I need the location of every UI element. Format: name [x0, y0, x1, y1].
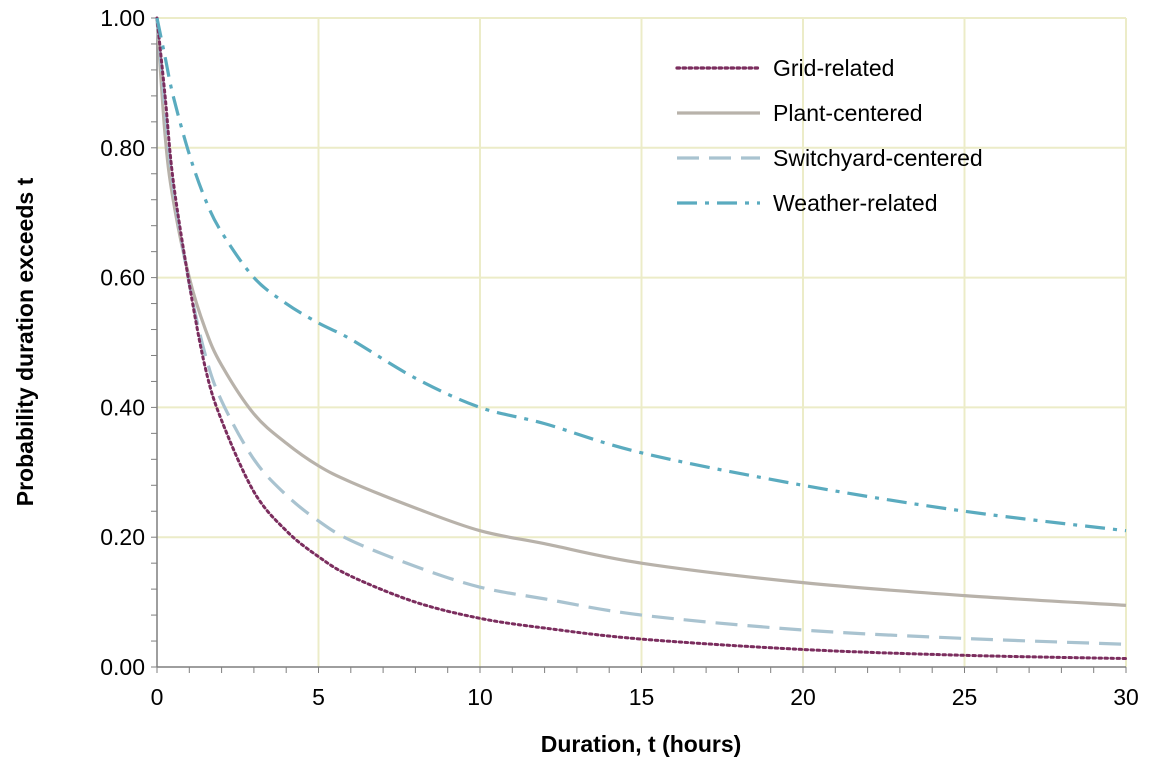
- gridlines: [157, 17, 1127, 667]
- x-tick-label: 20: [790, 684, 816, 710]
- x-tick-label: 25: [952, 684, 978, 710]
- series-line-grid-related: [155, 16, 1128, 661]
- legend-label-switchyard-centered: Switchyard-centered: [773, 145, 983, 171]
- y-tick-label: 0.00: [100, 654, 145, 680]
- x-tick-label: 30: [1113, 684, 1139, 710]
- legend: Grid-related Plant-centered Switchyard-cen…: [675, 55, 983, 216]
- y-axis-title: Probability duration exceeds t: [12, 177, 38, 506]
- legend-label-plant-centered: Plant-centered: [773, 100, 923, 126]
- y-tick-label: 0.20: [100, 524, 145, 550]
- x-tick-label: 0: [151, 684, 164, 710]
- y-tick-label: 0.60: [100, 265, 145, 291]
- y-tick-label: 0.40: [100, 394, 145, 420]
- x-tick-label: 5: [312, 684, 325, 710]
- y-tick-label: 0.80: [100, 135, 145, 161]
- tick-labels: 0 5 10 15 20 25 30 0.00 0.20 0.40 0.60 0.80 1.00: [100, 5, 1139, 710]
- x-tick-label: 10: [467, 684, 493, 710]
- legend-label-grid-related: Grid-related: [773, 55, 894, 81]
- y-tick-label: 1.00: [100, 5, 145, 31]
- x-axis-title: Duration, t (hours): [541, 731, 742, 757]
- legend-label-weather-related: Weather-related: [773, 190, 938, 216]
- x-tick-label: 15: [629, 684, 655, 710]
- series-layer: [155, 16, 1128, 661]
- axes: [151, 17, 1127, 673]
